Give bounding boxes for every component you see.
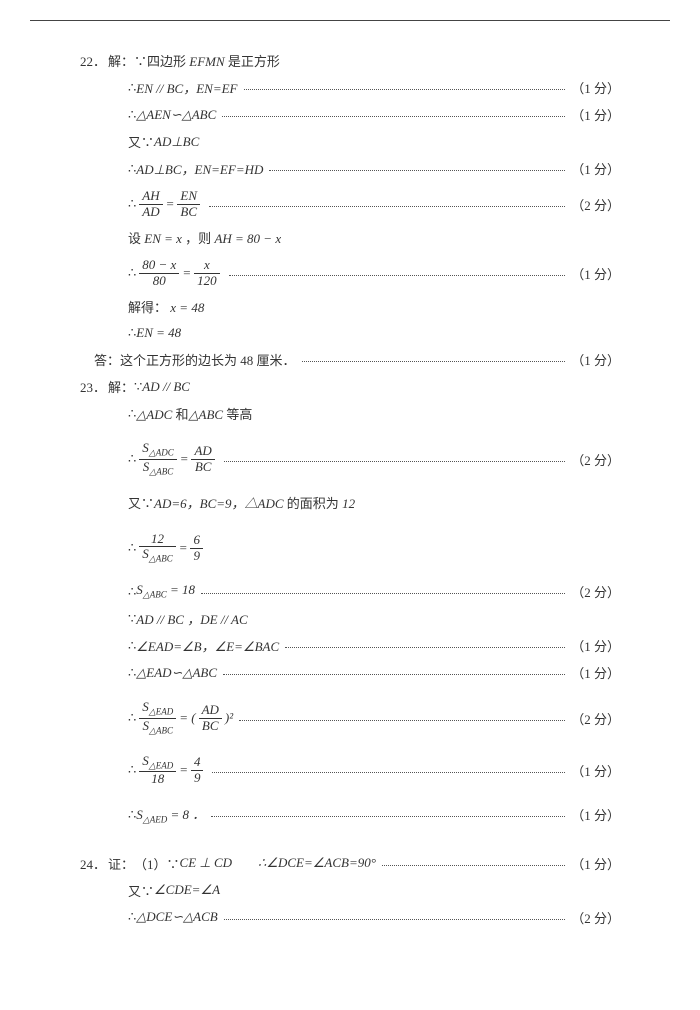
q22-line6: ∴ AHAD = ENBC （2 分） [80, 186, 620, 222]
fraction: AHAD [139, 189, 162, 219]
q23-line11: ∴ S△EAD 18 = 49 （1 分） [80, 752, 620, 788]
q23-line10: ∴ S△EAD S△ABC = ( ADBC )² （2 分） [80, 700, 620, 736]
q22-l1: ∵四边形 EFMN 是正方形 [134, 51, 280, 70]
q23-line3: ∴ S△ADC S△ABC = ADBC （2 分） [80, 441, 620, 477]
q23-line1: 23． 解： ∵ AD // BC [80, 377, 620, 396]
q22-line8: ∴ 80 − x80 = x120 （1 分） [80, 255, 620, 291]
q22-line3: ∴ △AEN∽△ABC （1 分） [80, 105, 620, 124]
q23-line7: ∵ AD // BC ，DE // AC [80, 609, 620, 628]
q22-prefix: 解： [108, 51, 134, 70]
q22-line1: 22． 解： ∵四边形 EFMN 是正方形 [80, 51, 620, 70]
q23-line6: ∴ S△ABC = 18 （2 分） [80, 582, 620, 601]
q22-line5: ∴ AD⊥BC，EN=EF=HD （1 分） [80, 159, 620, 178]
q22-line4: 又∵ AD⊥BC [80, 132, 620, 151]
q22-line2: ∴ EN // BC，EN=EF （1 分） [80, 78, 620, 97]
q22-number: 22． [80, 51, 108, 70]
q24-line3: ∴ △DCE∽△ACB （2 分） [80, 908, 620, 927]
q24-line2: 又∵ ∠CDE=∠A [80, 881, 620, 900]
q23-line12: ∴ S△AED = 8 ． （1 分） [80, 804, 620, 826]
q22-line10: ∴ EN = 48 [80, 324, 620, 342]
q23-line2: ∴ △ADC 和△ABC 等高 [80, 404, 620, 423]
dot-leader [244, 81, 566, 90]
q23-line4: 又∵ AD=6，BC=9，△ADC 的面积为 12 [80, 493, 620, 512]
q22-line7: 设 EN = x ，则 AH = 80 − x [80, 228, 620, 247]
q22-line11: 答：这个正方形的边长为 48 厘米． （1 分） [80, 350, 620, 369]
q22-line9: 解得： x = 48 [80, 297, 620, 316]
q24-line1: 24． 证： （1）∵ CE ⊥ CD ∴∠DCE=∠ACB=90° （1 分） [80, 854, 620, 873]
q23-line5: ∴ 12 S△ABC = 69 [80, 530, 620, 566]
q23-line8: ∴ ∠EAD=∠B，∠E=∠BAC （1 分） [80, 636, 620, 655]
q23-line9: ∴ △EAD∽△ABC （1 分） [80, 663, 620, 682]
